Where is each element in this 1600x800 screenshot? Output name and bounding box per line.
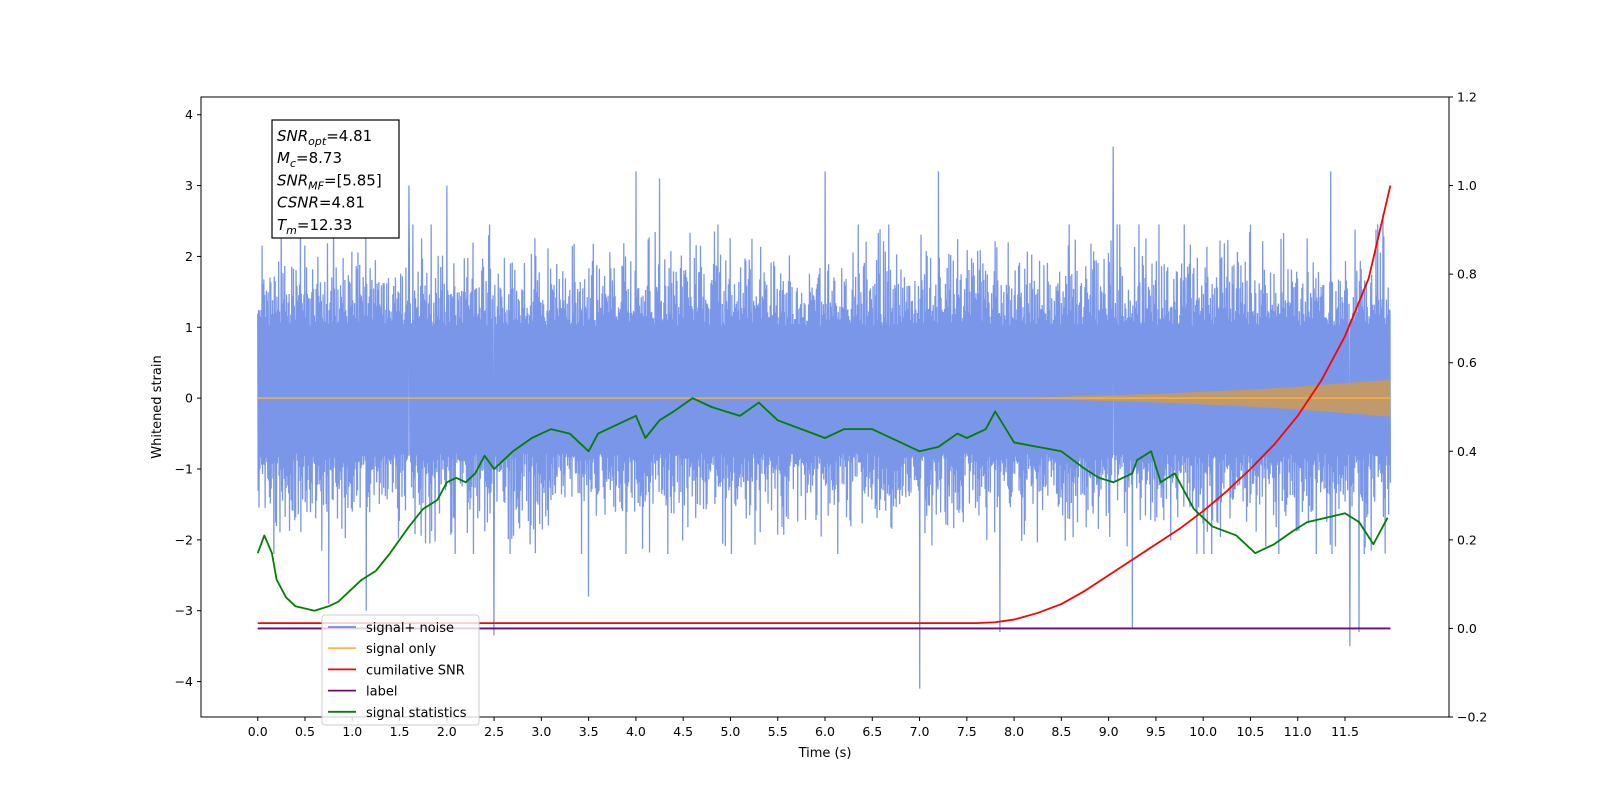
y2-tick-label: 0.6 [1457,355,1477,370]
x-tick-label: 8.5 [1051,724,1071,739]
x-axis: 0.0 0.5 1.0 1.5 2.0 2.5 3.0 3.5 4.0 4.5 5.0 5.5 6.0 6… [248,717,1359,739]
x-tick-label: 11.5 [1331,724,1359,739]
x-tick-label: 6.0 [815,724,835,739]
y2-tick-label: 0.4 [1457,444,1477,459]
y-axis-label: Whitened strain [150,355,165,458]
x-tick-label: 10.5 [1237,724,1265,739]
x-tick-label: 11.0 [1284,724,1312,739]
y-axis-right: 1.2 1.0 0.8 0.6 0.4 0.2 0.0 −0.2 [1449,90,1487,725]
y-tick-label: 4 [185,107,193,122]
y-tick-label: 1 [185,320,193,335]
x-tick-label: 4.5 [673,724,693,739]
y-tick-label: 3 [185,178,193,193]
info-box-frame [271,119,400,239]
info-box-line: Mc=8.73 [277,149,342,170]
x-tick-label: 2.5 [484,724,504,739]
legend-label: cumilative SNR [366,663,465,678]
legend-label: label [366,685,397,700]
x-tick-label: 1.5 [390,724,410,739]
series-signal-statistics-line [256,397,1389,612]
x-tick-label: 0.5 [295,724,315,739]
x-tick-label: 4.0 [626,724,646,739]
x-tick-label: 9.5 [1146,724,1166,739]
info-box-line: SNRMF=[5.85] [277,171,382,192]
x-tick-label: 5.0 [721,724,741,739]
info-box-line: Tm=12.33 [277,216,352,237]
y2-tick-label: 0.8 [1457,267,1477,282]
y-tick-label: −4 [175,674,193,689]
x-tick-label: 3.0 [531,724,551,739]
series-cumulative-snr-line [257,185,1392,625]
legend-label: signal+ noise [366,621,454,636]
y-tick-label: −1 [175,462,193,477]
x-tick-label: 7.5 [957,724,977,739]
plot-series [256,146,1392,689]
y2-tick-label: −0.2 [1457,710,1487,725]
x-tick-label: 9.0 [1099,724,1119,739]
x-tick-label: 8.0 [1004,724,1024,739]
legend-label: signal only [366,642,436,657]
y-tick-label: 2 [185,249,193,264]
y2-tick-label: 0.0 [1457,621,1477,636]
x-tick-label: 10.0 [1189,724,1217,739]
y2-tick-label: 1.0 [1457,178,1477,193]
y-tick-label: 0 [185,391,193,406]
legend-label: signal statistics [366,706,467,721]
legend: signal+ noise signal only cumilative SNR la… [321,614,480,726]
y-axis-left: 4 3 2 1 0 −1 −2 −3 −4 [175,107,201,689]
x-tick-label: 5.5 [768,724,788,739]
legend-frame [321,614,480,726]
x-tick-label: 2.0 [437,724,457,739]
y-tick-label: −3 [175,603,193,618]
x-tick-label: 7.0 [910,724,930,739]
info-box-line: CSNR=4.81 [277,194,365,212]
x-tick-label: 0.0 [248,724,268,739]
y-tick-label: −2 [175,532,193,547]
y2-tick-label: 0.2 [1457,532,1477,547]
info-box-line: SNRopt=4.81 [277,127,372,148]
series-signal-noise-line [257,146,1392,689]
y2-tick-label: 1.2 [1457,90,1477,105]
x-tick-label: 6.5 [862,724,882,739]
x-tick-label: 3.5 [579,724,599,739]
x-tick-label: 1.0 [342,724,362,739]
x-axis-label: Time (s) [798,746,852,761]
